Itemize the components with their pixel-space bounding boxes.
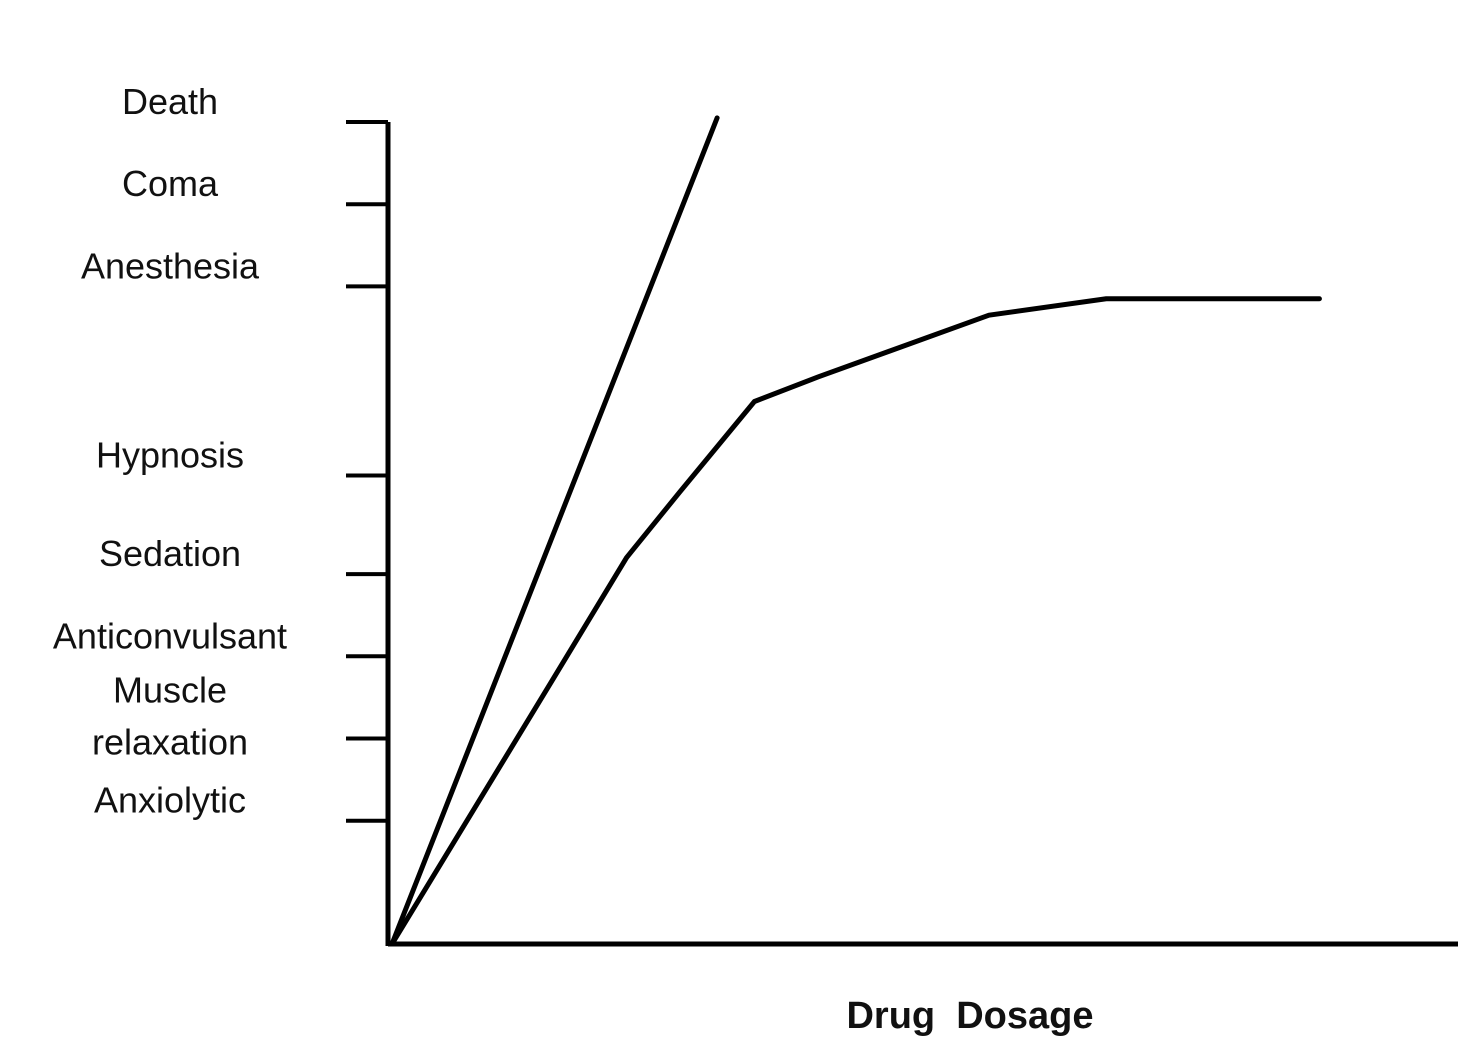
y-tick-label-line: Hypnosis: [96, 434, 244, 475]
y-tick-label: Muscle relaxation: [92, 670, 248, 763]
series-line-1: [389, 115, 720, 947]
y-tick-label-line: Sedation: [99, 533, 241, 574]
series-line-2: [389, 296, 1322, 947]
y-tick-label: Death: [122, 81, 218, 122]
y-ticks: Anxiolytic Muscle relaxation Anticonvulsant…: [53, 81, 388, 823]
y-tick-label-line: Coma: [122, 163, 219, 204]
y-tick-label-line: Anticonvulsant: [53, 615, 287, 656]
y-tick-label: Sedation: [99, 533, 241, 574]
y-tick-label-line: Death: [122, 81, 218, 122]
y-tick-label: Anesthesia: [81, 245, 260, 286]
y-tick-label: Hypnosis: [96, 434, 244, 475]
y-tick-label-line: relaxation: [92, 722, 248, 763]
y-tick-label: Coma: [122, 163, 219, 204]
y-tick-label: Anxiolytic: [94, 780, 246, 821]
y-tick-label: Anticonvulsant: [53, 615, 287, 656]
plot-area: Anxiolytic Muscle relaxation Anticonvulsant…: [53, 81, 1458, 947]
y-tick-label-line: Muscle: [113, 670, 227, 711]
x-axis-title: Drug Dosage: [846, 995, 1093, 1037]
y-tick-label-line: Anxiolytic: [94, 780, 246, 821]
y-tick-label-line: Anesthesia: [81, 245, 260, 286]
series-group: [389, 115, 1322, 947]
